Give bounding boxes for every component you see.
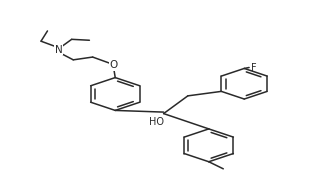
Text: N: N (55, 45, 63, 55)
Text: O: O (110, 61, 118, 70)
Text: F: F (251, 62, 257, 73)
Text: HO: HO (149, 117, 164, 127)
